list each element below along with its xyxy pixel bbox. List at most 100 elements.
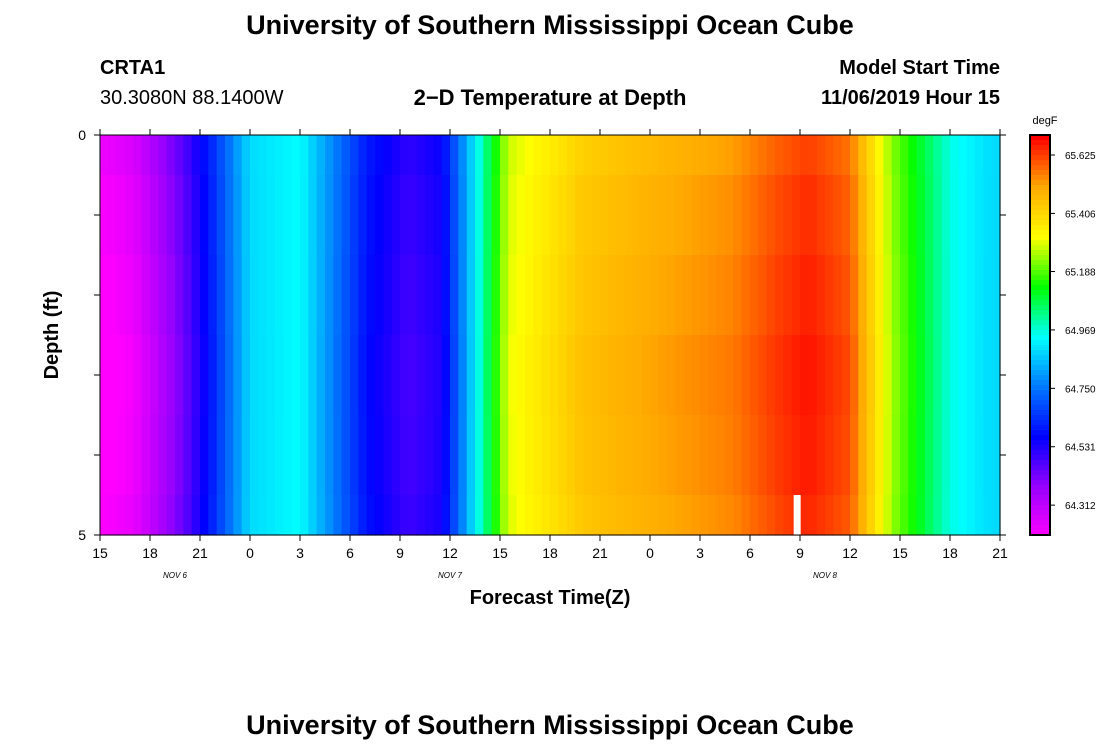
colorbar-segment <box>1030 480 1050 486</box>
heatmap-cell <box>875 255 884 336</box>
heatmap-cell <box>483 335 493 416</box>
heatmap-cell <box>550 255 559 336</box>
heatmap-cell <box>950 255 959 336</box>
heatmap-cell <box>175 335 184 416</box>
colorbar-segment <box>1030 285 1050 291</box>
heatmap-cell <box>858 335 868 416</box>
heatmap-cell <box>700 175 709 256</box>
heatmap-cell <box>375 255 384 336</box>
heatmap-cell <box>233 335 243 416</box>
heatmap-cell <box>283 415 293 496</box>
heatmap-cell <box>650 495 659 536</box>
heatmap-cell <box>975 175 984 256</box>
heatmap-cell <box>791 335 801 416</box>
heatmap-cell <box>358 175 368 256</box>
heatmap-cell <box>358 495 368 536</box>
heatmap-cell <box>900 175 909 256</box>
heatmap-cell <box>791 175 801 256</box>
heatmap-cell <box>400 255 409 336</box>
heatmap-cell <box>741 495 751 536</box>
colorbar-segment <box>1030 275 1050 281</box>
heatmap-cell <box>550 335 559 416</box>
x-tick-label: 0 <box>246 545 254 561</box>
heatmap-cell <box>858 495 868 536</box>
heatmap-cell <box>933 255 943 336</box>
heatmap-cell <box>500 495 509 536</box>
heatmap-cell <box>400 415 409 496</box>
heatmap-cell <box>366 415 376 496</box>
colorbar-segment <box>1030 170 1050 176</box>
colorbar-segment <box>1030 450 1050 456</box>
heatmap-cell <box>791 255 801 336</box>
colorbar-label: 65.188 <box>1065 268 1096 279</box>
heatmap-cell <box>475 135 484 176</box>
heatmap-cell <box>216 335 226 416</box>
heatmap-cell <box>575 495 584 536</box>
colorbar-label: 64.750 <box>1065 384 1096 395</box>
heatmap-cell <box>516 335 526 416</box>
heatmap-cell <box>800 495 809 536</box>
heatmap-cell <box>916 135 926 176</box>
model-start-label: Model Start Time <box>839 57 1000 79</box>
heatmap-cell <box>300 495 309 536</box>
heatmap-cell <box>991 415 1001 496</box>
heatmap-cell <box>366 495 376 536</box>
heatmap-cell <box>716 255 726 336</box>
heatmap-cell <box>450 335 459 416</box>
heatmap-cell <box>600 335 609 416</box>
heatmap-cell <box>691 415 701 496</box>
heatmap-cell <box>325 335 334 416</box>
heatmap-cell <box>850 255 859 336</box>
heatmap-cell <box>525 415 534 496</box>
heatmap-cell <box>600 415 609 496</box>
colorbar-segment <box>1030 445 1050 451</box>
heatmap-cell <box>608 335 618 416</box>
colorbar-segment <box>1030 240 1050 246</box>
heatmap-cell <box>700 335 709 416</box>
heatmap-cell <box>733 415 743 496</box>
x-tick-label: 6 <box>746 545 754 561</box>
heatmap-cell <box>233 135 243 176</box>
heatmap-cell <box>200 415 209 496</box>
heatmap-cell <box>650 135 659 176</box>
heatmap-cell <box>291 175 301 256</box>
heatmap-cell <box>716 335 726 416</box>
heatmap-cell <box>800 335 809 416</box>
heatmap-cell <box>591 175 601 256</box>
heatmap-cell <box>691 495 701 536</box>
heatmap-cell <box>116 495 126 536</box>
colorbar-label: 65.406 <box>1065 209 1096 220</box>
heatmap-cell <box>433 135 443 176</box>
heatmap-cell <box>933 175 943 256</box>
heatmap-cell <box>516 255 526 336</box>
heatmap-cell <box>766 255 776 336</box>
heatmap-cell <box>950 135 959 176</box>
heatmap-cell <box>541 175 551 256</box>
colorbar-segment <box>1030 380 1050 386</box>
x-tick-label: 21 <box>592 545 608 561</box>
colorbar-segment <box>1030 495 1050 501</box>
heatmap-cell <box>525 135 534 176</box>
heatmap-cell <box>675 255 684 336</box>
colorbar-segment <box>1030 165 1050 171</box>
heatmap-cell <box>425 335 434 416</box>
heatmap-cell <box>250 175 259 256</box>
heatmap-cell <box>141 335 151 416</box>
heatmap-cell <box>441 335 451 416</box>
heatmap-cell <box>825 255 834 336</box>
heatmap-cell <box>608 415 618 496</box>
heatmap-cell <box>941 135 951 176</box>
colorbar-segment <box>1030 210 1050 216</box>
heatmap-cell <box>308 495 318 536</box>
colorbar-segment <box>1030 360 1050 366</box>
heatmap-cell <box>783 135 793 176</box>
heatmap-cell <box>850 335 859 416</box>
heatmap-cell <box>900 335 909 416</box>
heatmap-cell <box>175 255 184 336</box>
heatmap-cell <box>533 255 543 336</box>
heatmap-cell <box>475 175 484 256</box>
x-tick-label: 15 <box>92 545 108 561</box>
heatmap-cell <box>583 175 593 256</box>
heatmap-cell <box>450 135 459 176</box>
heatmap-cell <box>550 175 559 256</box>
